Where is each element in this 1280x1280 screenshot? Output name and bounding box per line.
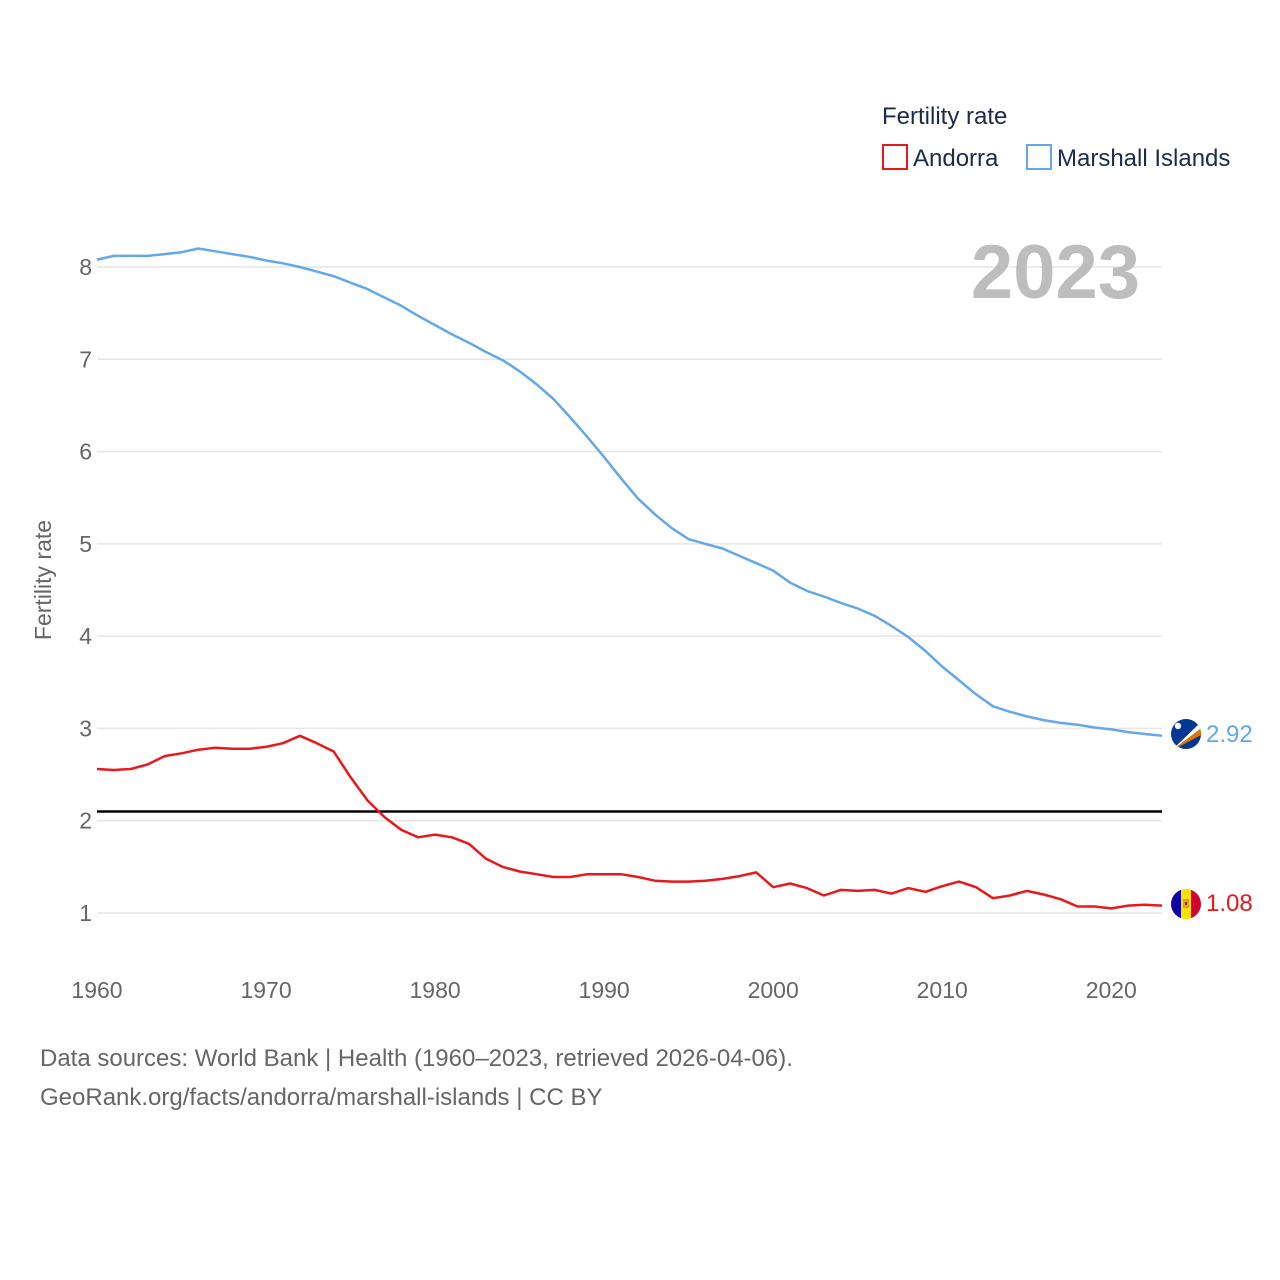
y-tick-label: 4 [79, 623, 92, 649]
legend-item-marshall-islands[interactable]: Marshall Islands [1026, 144, 1230, 172]
legend-swatch-marshall-islands [1026, 144, 1052, 170]
x-tick-label: 2010 [917, 977, 968, 1003]
andorra-flag-icon [1171, 889, 1201, 919]
y-tick-label: 1 [79, 900, 92, 926]
x-tick-label: 1960 [71, 977, 122, 1003]
x-tick-label: 2020 [1086, 977, 1137, 1003]
y-tick-label: 3 [79, 715, 92, 741]
y-axis-ticks: 1 2 3 4 5 6 7 8 [79, 254, 92, 926]
legend-item-andorra[interactable]: Andorra [882, 144, 999, 172]
legend-label-andorra: Andorra [913, 145, 999, 172]
x-tick-label: 1970 [240, 977, 291, 1003]
y-tick-label: 6 [79, 439, 92, 465]
source-credit-link[interactable]: GeoRank.org/facts/andorra/marshall-islan… [40, 1084, 603, 1111]
x-tick-label: 1980 [410, 977, 461, 1003]
data-sources-text: Data sources: World Bank | Health (1960–… [40, 1045, 793, 1072]
legend-label-marshall-islands: Marshall Islands [1057, 145, 1230, 172]
series-line-marshall-islands[interactable] [96, 247, 1163, 738]
series-line-andorra[interactable] [96, 734, 1163, 910]
fertility-rate-chart: 1 2 3 4 5 6 7 8 1960 1970 1980 1990 2000 2010 2020 Fe… [30, 103, 1253, 1003]
y-tick-label: 7 [79, 346, 92, 372]
marshall-islands-flag-icon [1171, 719, 1201, 749]
series-lines [96, 247, 1163, 910]
x-axis-ticks: 1960 1970 1980 1990 2000 2010 2020 [71, 977, 1136, 1003]
legend-swatch-andorra [882, 144, 908, 170]
x-tick-label: 2000 [748, 977, 799, 1003]
y-tick-label: 8 [79, 254, 92, 280]
y-tick-label: 5 [79, 531, 92, 557]
gridlines [97, 266, 1162, 914]
end-value-label-marshall-islands: 2.92 [1206, 721, 1253, 748]
y-axis-title: Fertility rate [30, 520, 56, 640]
legend-title: Fertility rate [882, 103, 1007, 130]
legend: Fertility rate Andorra Marshall Islands [882, 103, 1230, 172]
year-label: 2023 [971, 230, 1140, 315]
end-value-label-andorra: 1.08 [1206, 890, 1253, 917]
x-tick-label: 1990 [579, 977, 630, 1003]
y-tick-label: 2 [79, 808, 92, 834]
